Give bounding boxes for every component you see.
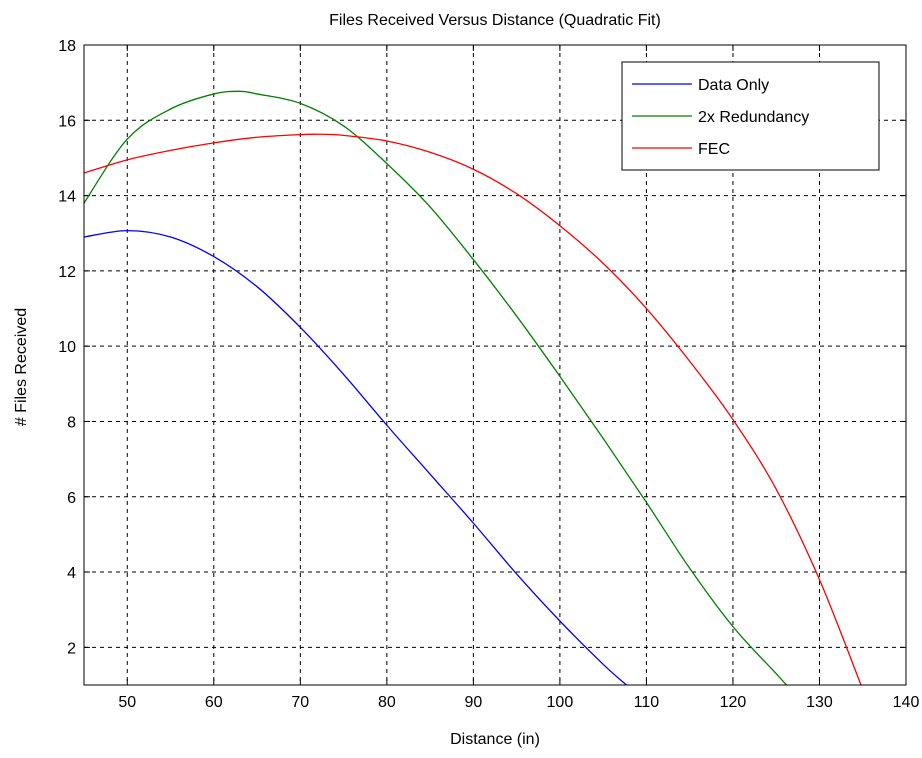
- x-tick-label: 110: [634, 694, 660, 711]
- series-lines: [84, 90, 862, 685]
- grid-lines: [84, 45, 906, 685]
- plot-area-border: [83, 44, 907, 686]
- y-tick-label: 2: [67, 640, 76, 657]
- y-tick-label: 16: [58, 113, 76, 130]
- series-line-fec: [84, 133, 862, 685]
- x-tick-label: 50: [118, 694, 136, 711]
- y-tick-label: 14: [58, 189, 76, 206]
- x-tick-label: 70: [291, 694, 309, 711]
- x-tick-label: 130: [806, 694, 833, 711]
- x-tick-label: 100: [547, 694, 574, 711]
- x-tick-label: 80: [378, 694, 396, 711]
- y-tick-label: 18: [58, 38, 76, 55]
- legend-label-fec: FEC: [698, 141, 730, 158]
- y-tick-labels: 2 4 6 8 10 12 14 16 18: [58, 38, 76, 657]
- y-axis-label: # Files Received: [13, 308, 30, 426]
- x-axis-label: Distance (in): [450, 731, 540, 748]
- x-tick-labels: 50 60 70 80 90 100 110 120 130 140: [118, 694, 919, 711]
- chart-title: Files Received Versus Distance (Quadrati…: [329, 12, 661, 29]
- y-tick-label: 6: [67, 490, 76, 507]
- legend-label-2x-redundancy: 2x Redundancy: [698, 109, 809, 126]
- x-tick-label: 120: [720, 694, 747, 711]
- x-tick-label: 140: [893, 694, 920, 711]
- y-tick-label: 8: [67, 414, 76, 431]
- series-line-2x-redundancy: [84, 90, 788, 685]
- legend-label-data-only: Data Only: [698, 77, 769, 94]
- legend: Data Only 2x Redundancy FEC: [621, 61, 880, 171]
- series-line-data-only: [84, 229, 627, 685]
- y-tick-label: 12: [58, 264, 76, 281]
- y-tick-label: 4: [67, 565, 76, 582]
- x-tick-label: 60: [205, 694, 223, 711]
- y-tick-label: 10: [58, 339, 76, 356]
- x-tick-label: 90: [464, 694, 482, 711]
